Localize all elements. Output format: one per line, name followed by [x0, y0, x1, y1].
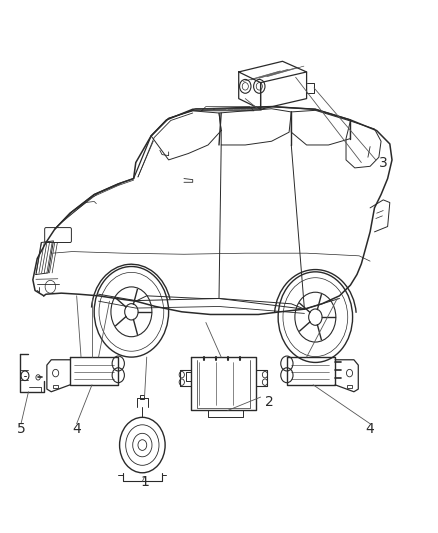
- Bar: [347, 385, 352, 388]
- Text: 2: 2: [265, 395, 274, 409]
- Text: 3: 3: [379, 156, 388, 169]
- Text: 1: 1: [140, 475, 149, 489]
- Text: 4: 4: [366, 422, 374, 436]
- Bar: [53, 385, 58, 388]
- Text: 4: 4: [72, 422, 81, 436]
- Text: 5: 5: [17, 422, 25, 436]
